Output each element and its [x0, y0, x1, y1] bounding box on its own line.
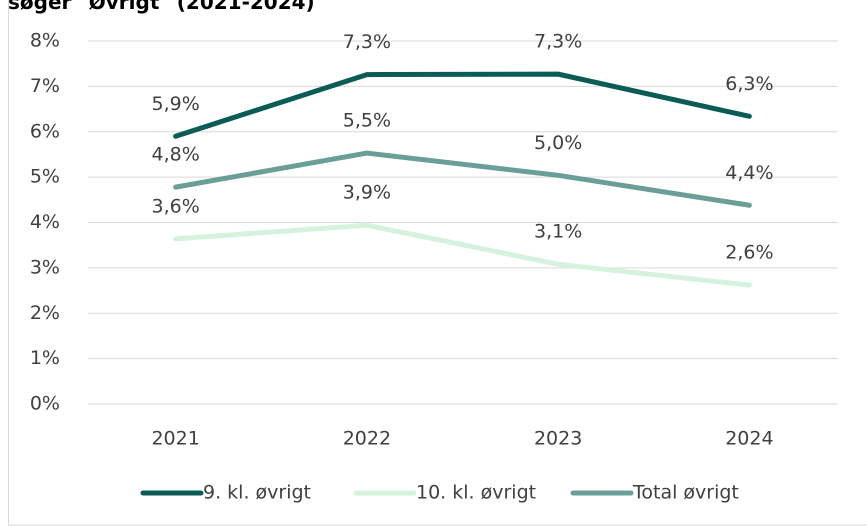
y-tick-label: 5% — [30, 166, 60, 188]
y-tick-label: 2% — [30, 302, 60, 324]
y-tick-label: 8% — [30, 30, 60, 52]
series-line — [173, 71, 752, 139]
legend-label: 10. kl. øvrigt — [416, 482, 536, 504]
chart-title: søger "Øvrigt" (2021-2024) — [8, 0, 315, 14]
legend-label: Total øvrigt — [632, 482, 739, 504]
data-label: 3,1% — [534, 221, 582, 243]
data-label: 4,8% — [151, 144, 199, 166]
data-label: 5,5% — [343, 110, 391, 132]
y-tick-label: 7% — [30, 75, 60, 97]
data-label: 3,6% — [151, 195, 199, 217]
x-tick-label: 2021 — [151, 428, 199, 450]
y-tick-label: 4% — [30, 211, 60, 233]
x-tick-label: 2023 — [534, 428, 582, 450]
series-line — [173, 222, 752, 288]
data-label: 7,3% — [534, 31, 582, 53]
legend-label: 9. kl. øvrigt — [203, 482, 311, 504]
data-label: 5,9% — [151, 93, 199, 115]
data-label: 6,3% — [725, 73, 773, 95]
x-tick-label: 2024 — [725, 428, 773, 450]
y-tick-label: 3% — [30, 256, 60, 278]
y-tick-label: 0% — [30, 393, 60, 415]
y-tick-label: 6% — [30, 120, 60, 142]
data-label: 3,9% — [343, 182, 391, 204]
data-label: 7,3% — [343, 31, 391, 53]
chart-frame — [8, 0, 867, 526]
data-label: 5,0% — [534, 132, 582, 154]
y-tick-label: 1% — [30, 347, 60, 369]
series-line — [173, 150, 752, 208]
data-label: 4,4% — [725, 162, 773, 184]
x-tick-label: 2022 — [343, 428, 391, 450]
data-label: 2,6% — [725, 242, 773, 264]
